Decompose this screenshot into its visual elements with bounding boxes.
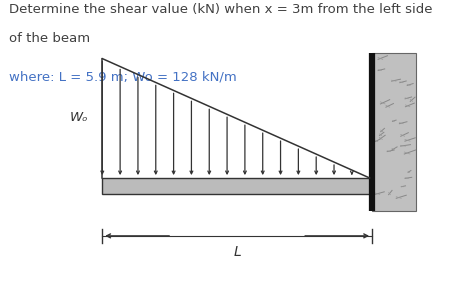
Text: Determine the shear value (kN) when x = 3m from the left side: Determine the shear value (kN) when x = … bbox=[9, 3, 433, 16]
Bar bbox=[372, 53, 416, 211]
Text: L: L bbox=[233, 245, 241, 259]
Bar bbox=[372, 178, 374, 194]
Text: of the beam: of the beam bbox=[9, 32, 90, 45]
Text: where: L = 5.9 m; Wo = 128 kN/m: where: L = 5.9 m; Wo = 128 kN/m bbox=[9, 70, 237, 83]
Text: Wₒ: Wₒ bbox=[70, 111, 88, 124]
Bar bbox=[102, 178, 372, 194]
